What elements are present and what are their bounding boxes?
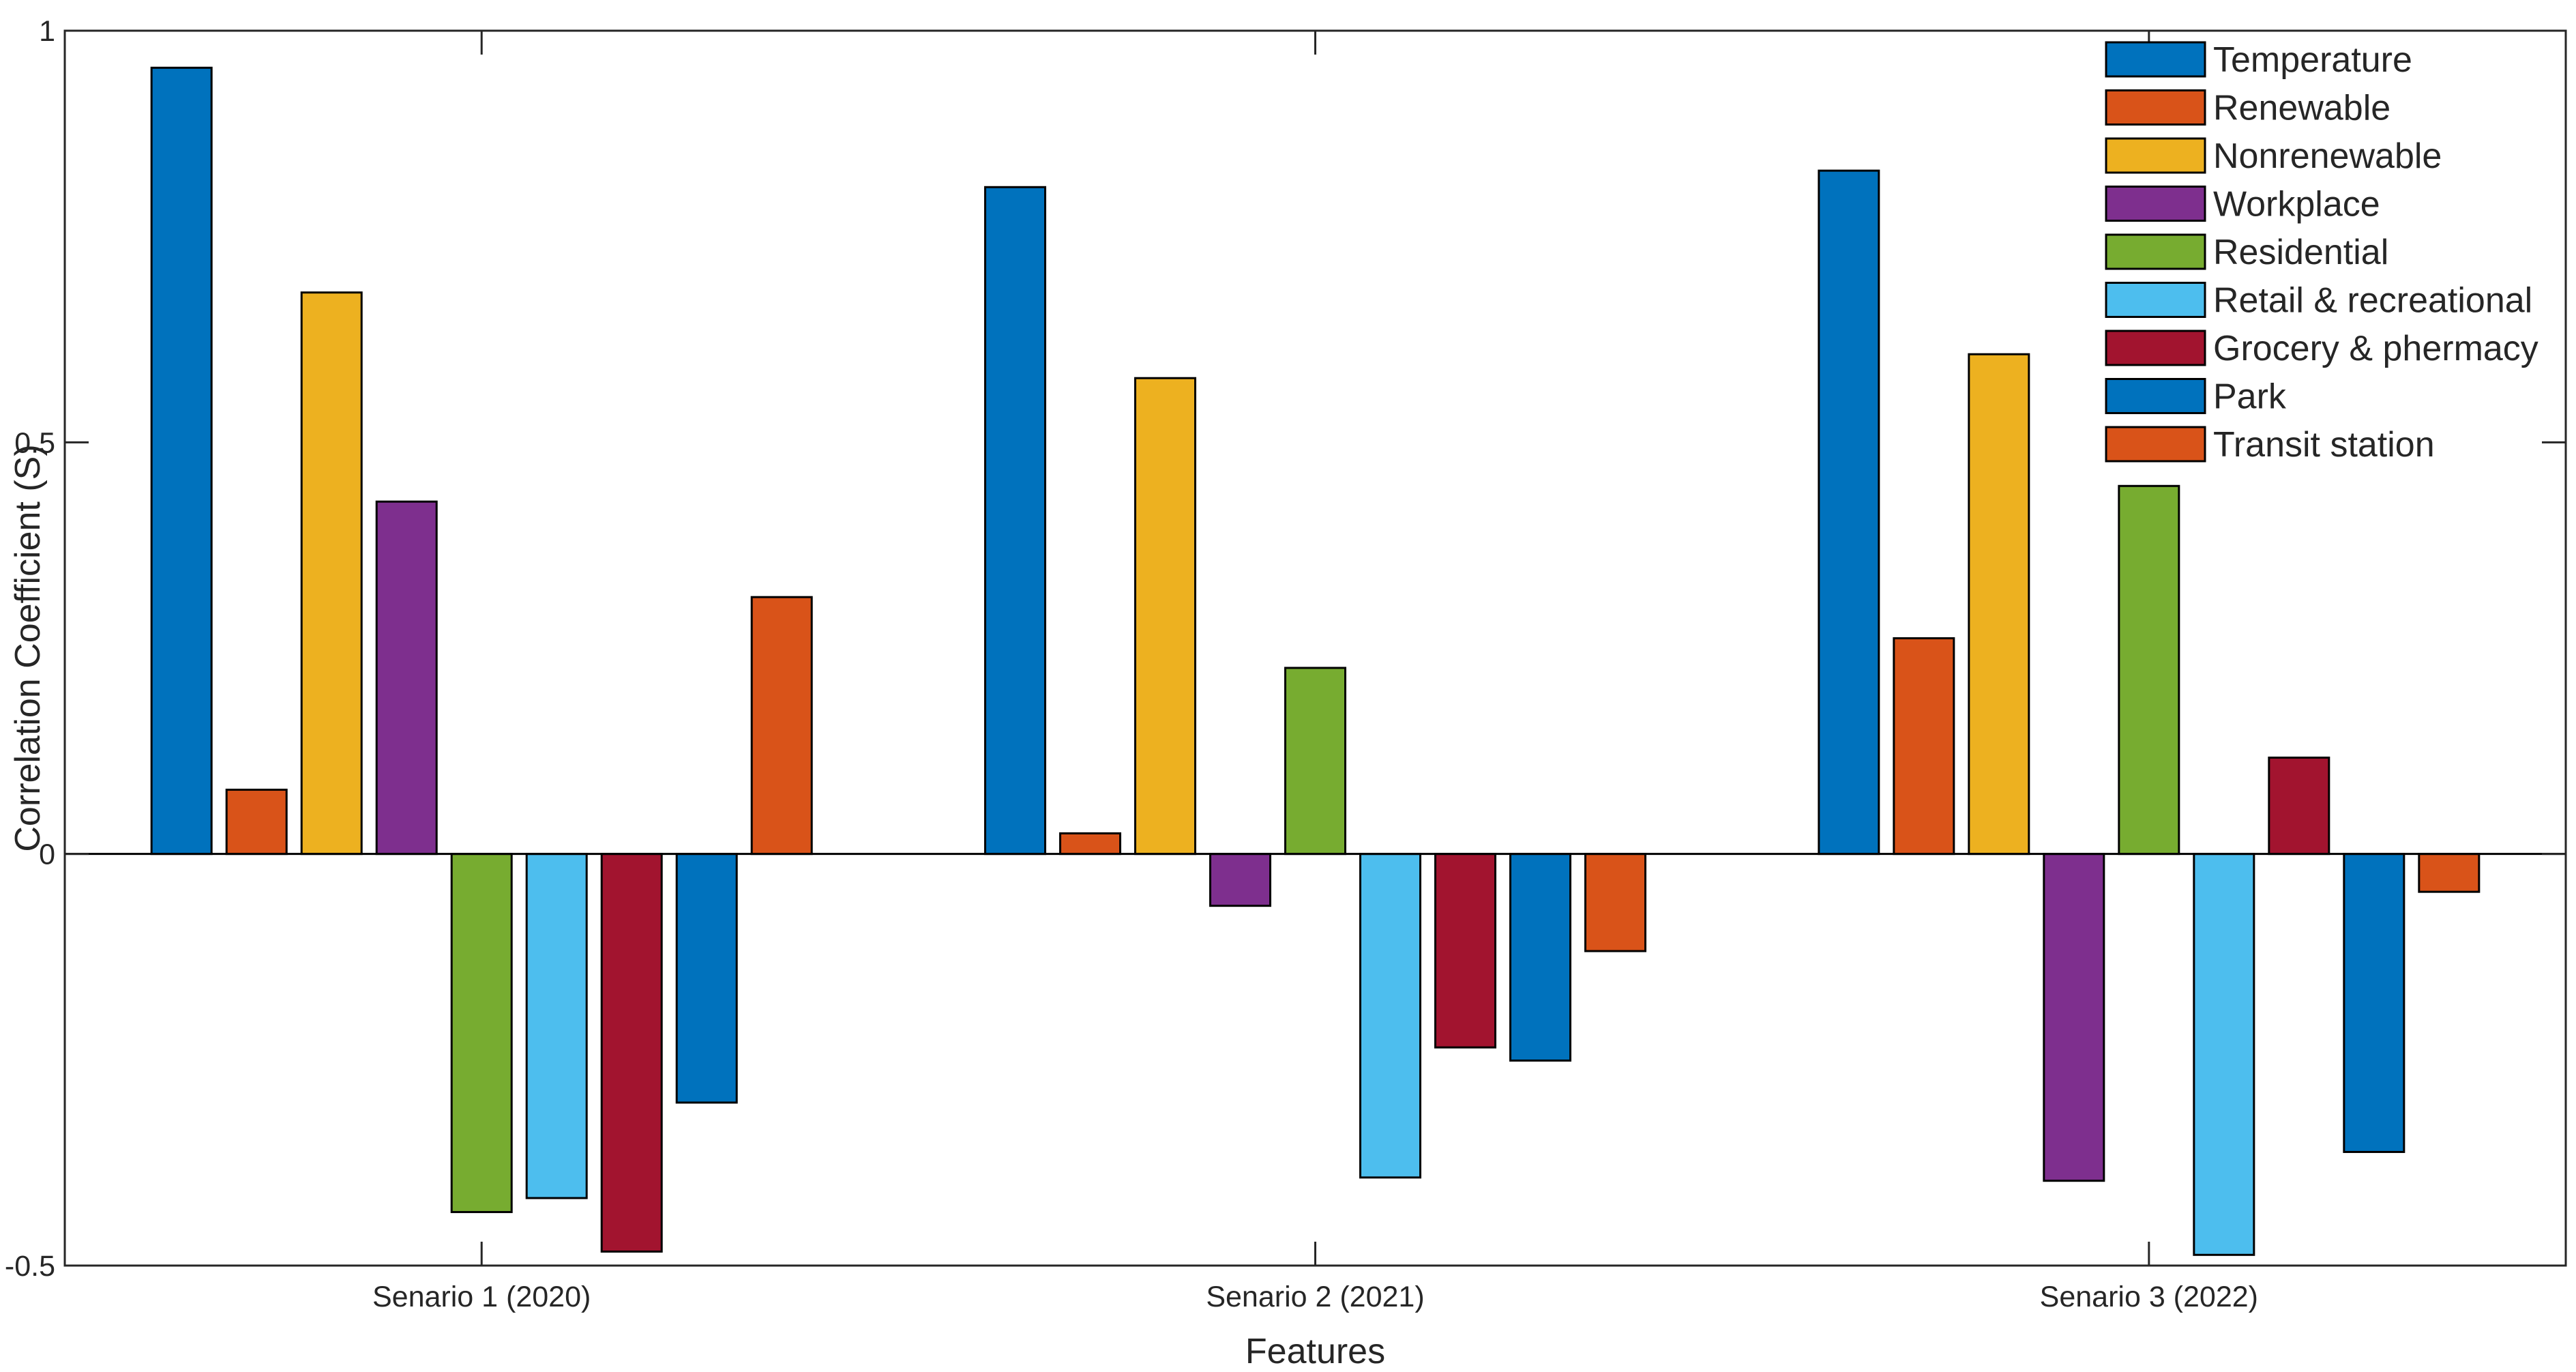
bar — [2343, 853, 2405, 1153]
y-tick-label: 0.5 — [14, 426, 55, 459]
legend-swatch — [2105, 330, 2206, 366]
x-axis-label: Features — [1245, 1332, 1385, 1371]
bar — [225, 789, 288, 856]
bar — [1434, 853, 1496, 1049]
bar — [2043, 853, 2105, 1182]
bar — [1134, 377, 1196, 856]
legend-swatch — [2105, 41, 2206, 78]
legend-swatch — [2105, 282, 2206, 318]
bar — [2268, 756, 2330, 856]
bar — [1059, 832, 1121, 856]
legend-label: Nonrenewable — [2213, 136, 2442, 176]
legend-swatch — [2105, 89, 2206, 126]
bar — [2193, 853, 2255, 1256]
bars — [150, 66, 2481, 1256]
bar — [300, 291, 363, 856]
bar — [1509, 853, 1571, 1062]
bar — [1893, 637, 1955, 856]
x-tick-label: Senario 3 (2022) — [2040, 1281, 2258, 1313]
y-axis-label: Correlation Coefficient (S) — [8, 444, 48, 851]
bar — [1359, 853, 1421, 1179]
bar — [375, 500, 438, 856]
bar — [984, 186, 1046, 856]
bar — [1818, 169, 1880, 856]
legend: Temperature Renewable Nonrenewable Workplac… — [2105, 40, 2538, 465]
legend-label: Temperature — [2213, 40, 2412, 80]
bar — [1284, 667, 1346, 856]
bar — [2118, 484, 2180, 856]
bar — [1968, 353, 2030, 856]
legend-swatch — [2105, 186, 2206, 222]
legend-swatch — [2105, 137, 2206, 174]
legend-label: Transit station — [2213, 425, 2435, 465]
bar — [1209, 853, 1271, 907]
bar — [600, 853, 663, 1253]
bar — [750, 596, 813, 856]
legend-label: Park — [2213, 377, 2287, 417]
x-tick-label: Senario 1 (2020) — [372, 1281, 591, 1313]
y-tick-label: 0 — [39, 838, 55, 871]
legend-swatch — [2105, 378, 2206, 414]
y-tick-label: 1 — [39, 15, 55, 48]
legend-label: Residential — [2213, 233, 2388, 272]
legend-swatch — [2105, 233, 2206, 270]
legend-label: Grocery & phermacy — [2213, 329, 2538, 368]
bar — [1584, 853, 1646, 952]
bar — [525, 853, 588, 1199]
legend-swatch — [2105, 426, 2206, 463]
bar — [450, 853, 513, 1214]
bar — [675, 853, 738, 1104]
bar — [2418, 853, 2481, 893]
bar — [150, 66, 213, 856]
legend-label: Workplace — [2213, 185, 2380, 224]
legend-label: Renewable — [2213, 89, 2390, 128]
y-tick-label: -0.5 — [5, 1250, 55, 1283]
x-tick-label: Senario 2 (2021) — [1206, 1281, 1424, 1313]
legend-label: Retail & recreational — [2213, 281, 2532, 321]
